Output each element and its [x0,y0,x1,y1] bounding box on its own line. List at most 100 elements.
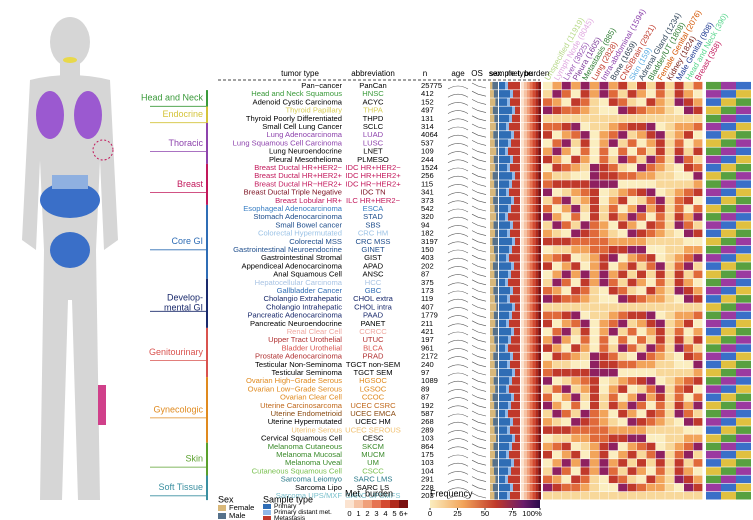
tumor-type: Uterine Serous [291,425,342,434]
heatmap-cell [543,442,552,451]
age-density [447,454,469,459]
legend-label: Male [229,511,245,520]
heatmap-cell [580,319,590,328]
heatmap-cell [655,426,665,434]
heatmap-cell [608,319,618,328]
burden-bar [529,229,533,238]
heatmap-cell [618,401,628,410]
burden-bar [535,163,539,172]
heatmap-cell [571,229,581,238]
burden-bar [521,483,524,492]
burden-bar [523,426,527,434]
sex-bar [490,221,494,229]
heatmap-cell [674,147,684,156]
heatmap-cell [599,344,609,352]
sample-count: 175 [421,450,434,459]
sample-bar [508,270,511,279]
heatmap-cell [618,122,628,131]
heatmap-cell [590,245,599,254]
subtype-cell [721,311,736,320]
heatmap-cell [674,360,684,369]
heatmap-cell [571,385,581,393]
sample-bar [509,114,512,123]
heatmap-cell [646,303,656,311]
heatmap-cell [580,336,590,344]
heatmap-cell [571,254,581,262]
heatmap-cell [693,254,703,262]
survival-curve [471,230,487,236]
tumor-type: Colorectal Hypermutated [258,229,342,238]
heatmap-cell [590,319,599,328]
heatmap-cell [580,327,590,336]
subtype-cell [736,327,751,336]
burden-bar [538,229,541,238]
burden-bar [521,385,524,393]
abbreviation: LGSOC [360,384,387,393]
sample-count: 961 [421,343,434,352]
burden-bar [535,368,539,377]
burden-bar [521,336,524,344]
tumor-type: Breast Ductal HR+HER2+ [254,171,342,180]
sample-count: 2172 [421,352,438,361]
heatmap-cell [627,229,637,238]
heatmap-cell [618,352,628,361]
heatmap-cell [655,180,665,188]
heatmap-cell [655,122,665,131]
sex-bar [494,245,498,254]
subtype-cell [721,254,736,262]
sex-bar [490,98,496,106]
heatmap-cell [590,122,599,131]
sample-bar [512,434,515,443]
sample-bar [509,180,512,188]
heatmap-cell [552,163,562,172]
survival-curve [471,164,487,171]
age-density [447,298,469,303]
heatmap-cell [655,401,665,410]
legend-swatch [218,513,226,519]
heatmap-cell [552,262,562,270]
tumor-type: Pleural Mesothelioma [269,155,343,164]
sample-bar [507,98,510,106]
sample-bar [499,491,507,500]
heatmap-cell [646,409,656,418]
heatmap-cell [618,196,628,205]
heatmap-cell [655,377,665,385]
burden-bar [532,327,536,336]
burden-bar [521,475,524,484]
burden-bar [532,278,536,287]
heatmap-cell [618,483,628,492]
heatmap-cell [552,172,562,180]
heatmap-cell [655,188,665,197]
sex-bar [490,442,494,451]
heatmap-cell [684,327,693,336]
heatmap-cell [552,483,562,492]
heatmap-cell [608,311,618,320]
heatmap-cell [580,393,590,402]
heatmap-cell [571,262,581,270]
survival-curve [471,328,487,335]
burden-bar [526,196,530,205]
burden-bar [535,442,539,451]
sample-bar [509,245,512,254]
heatmap-cell [684,114,693,123]
tumor-type: Pancreatic Adenocarcinoma [247,311,342,320]
heatmap-cell [665,426,675,434]
heatmap-cell [674,327,684,336]
abbreviation: GBC [365,286,382,295]
heatmap-cell [674,377,684,385]
heatmap-cell [618,409,628,418]
survival-curve [471,82,487,89]
sex-bar [490,163,496,172]
heatmap-cell [693,237,703,246]
legend-swatch [263,516,271,520]
heatmap-cell [571,393,581,402]
sex-bar [496,147,498,156]
survival-curve [471,402,487,409]
burden-bar [532,196,536,205]
heatmap-cell [590,90,599,98]
age-density [447,421,469,426]
burden-bar [538,344,541,352]
heatmap-cell [571,139,581,147]
abbreviation: UTUC [362,335,384,344]
burden-bar [521,459,524,467]
